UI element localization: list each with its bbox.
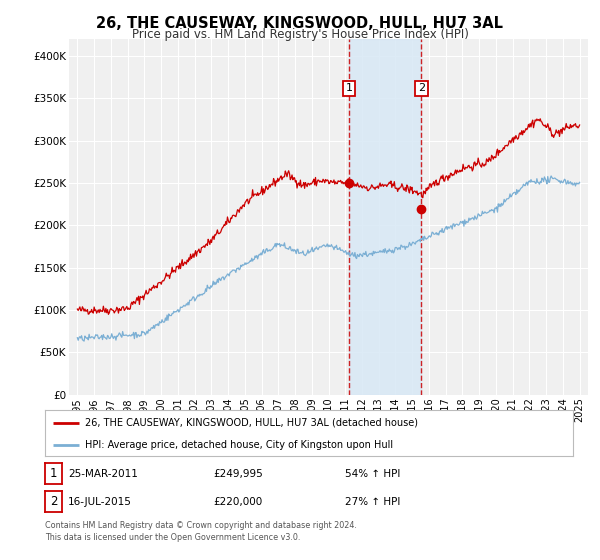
Text: £220,000: £220,000 [213,497,262,507]
Text: Contains HM Land Registry data © Crown copyright and database right 2024.: Contains HM Land Registry data © Crown c… [45,521,357,530]
Bar [349,39,421,395]
Text: 25-MAR-2011: 25-MAR-2011 [68,469,137,479]
Text: 27% ↑ HPI: 27% ↑ HPI [345,497,400,507]
Text: 54% ↑ HPI: 54% ↑ HPI [345,469,400,479]
Text: 2: 2 [418,83,425,94]
Text: This data is licensed under the Open Government Licence v3.0.: This data is licensed under the Open Gov… [45,533,301,542]
Text: 1: 1 [346,83,353,94]
Text: 26, THE CAUSEWAY, KINGSWOOD, HULL, HU7 3AL: 26, THE CAUSEWAY, KINGSWOOD, HULL, HU7 3… [97,16,503,31]
Text: 2: 2 [50,495,57,508]
Text: HPI: Average price, detached house, City of Kingston upon Hull: HPI: Average price, detached house, City… [85,440,393,450]
Text: £249,995: £249,995 [213,469,263,479]
Text: 26, THE CAUSEWAY, KINGSWOOD, HULL, HU7 3AL (detached house): 26, THE CAUSEWAY, KINGSWOOD, HULL, HU7 3… [85,418,418,428]
Text: 1: 1 [50,467,57,480]
Text: 16-JUL-2015: 16-JUL-2015 [68,497,131,507]
Text: Price paid vs. HM Land Registry's House Price Index (HPI): Price paid vs. HM Land Registry's House … [131,28,469,41]
